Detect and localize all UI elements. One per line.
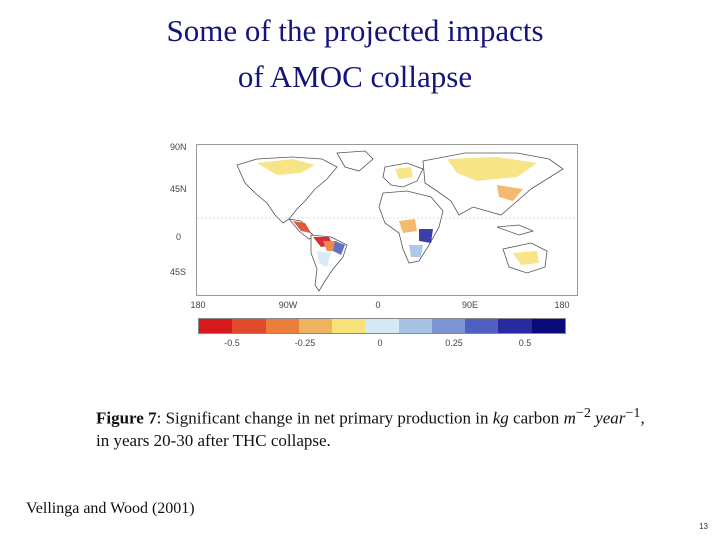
colorbar-label: 0 — [377, 338, 383, 348]
lon-label-90w: 90W — [278, 300, 298, 310]
caption-text: : Significant change in net primary prod… — [156, 408, 493, 428]
caption-text: , — [640, 408, 645, 428]
caption-unit-year: year — [590, 408, 626, 428]
lon-label-0: 0 — [375, 300, 381, 310]
reference-citation: Vellinga and Wood (2001) — [26, 500, 195, 517]
colorbar-swatch — [498, 319, 532, 333]
caption-exponent: −1 — [625, 405, 641, 421]
caption-exponent: −2 — [575, 405, 591, 421]
colorbar-swatch — [465, 319, 499, 333]
colorbar-label: -0.25 — [294, 338, 316, 348]
colorbar-swatch — [332, 319, 366, 333]
caption-unit-kg: kg — [492, 408, 509, 428]
slide-title: Some of the projected impacts of AMOC co… — [0, 8, 710, 100]
figure-caption: Figure 7: Significant change in net prim… — [96, 402, 686, 452]
colorbar-swatch — [365, 319, 399, 333]
colorbar-swatch — [199, 319, 233, 333]
caption-fig-label: Figure 7 — [96, 408, 157, 428]
colorbar — [198, 318, 566, 334]
colorbar-swatch — [431, 319, 466, 333]
colorbar-swatch — [298, 319, 333, 333]
lat-label-0: 0 — [176, 232, 182, 242]
caption-unit-m: m — [563, 408, 576, 428]
colorbar-swatch — [531, 319, 565, 333]
colorbar-swatch — [232, 319, 266, 333]
world-map — [196, 144, 578, 296]
colorbar-swatch — [398, 319, 432, 333]
lon-label-180e: 180 — [554, 300, 570, 310]
lat-label-90n: 90N — [170, 142, 187, 152]
lat-label-45n: 45N — [170, 184, 187, 194]
colorbar-swatch — [265, 319, 299, 333]
colorbar-label: 0.5 — [518, 338, 532, 348]
title-line-2: of AMOC collapse — [237, 59, 473, 94]
page-number: 13 — [699, 522, 708, 531]
lon-label-180w: 180 — [190, 300, 206, 310]
lon-label-90e: 90E — [461, 300, 479, 310]
title-line-1: Some of the projected impacts — [166, 13, 544, 48]
caption-line-2: in years 20-30 after THC collapse. — [96, 430, 331, 450]
caption-text: carbon — [508, 408, 564, 428]
colorbar-label: 0.25 — [445, 338, 463, 348]
lat-label-45s: 45S — [170, 267, 187, 277]
colorbar-label: -0.5 — [224, 338, 240, 348]
npp-change-figure: 90N 45N 0 45S — [170, 140, 580, 355]
